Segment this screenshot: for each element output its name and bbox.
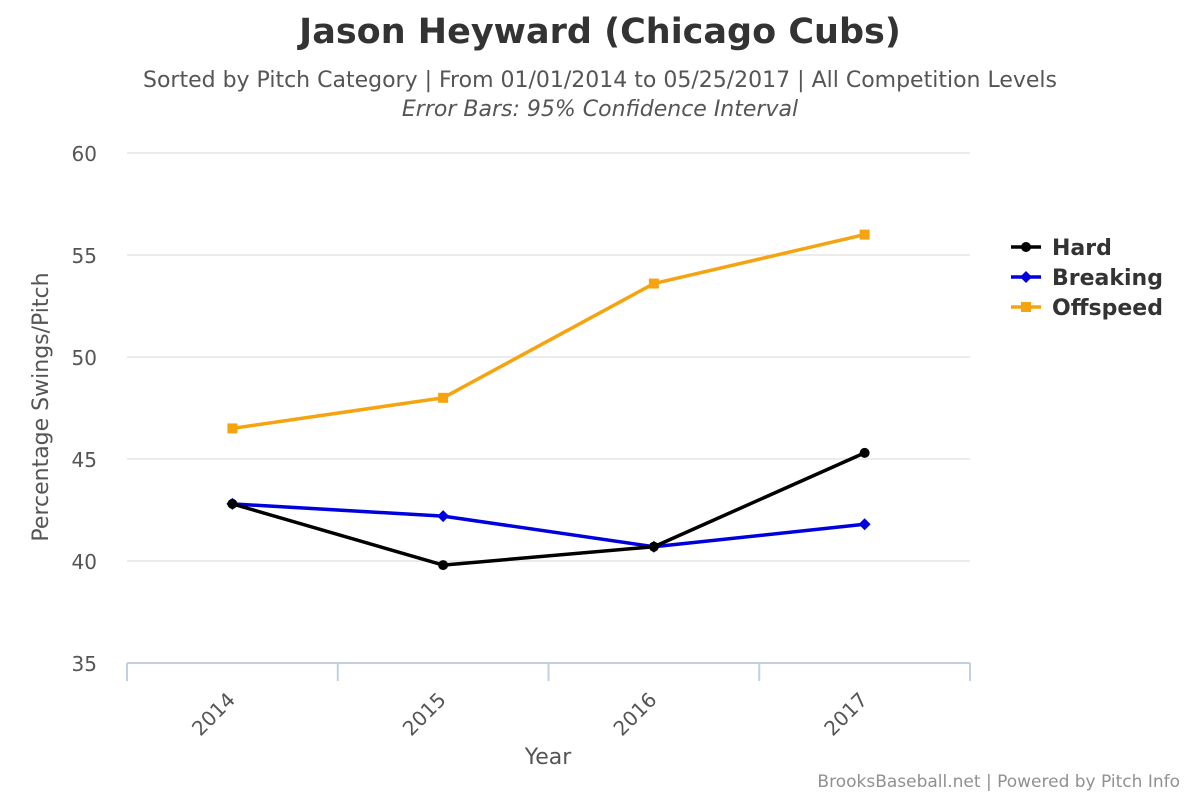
legend-item-hard[interactable]: Hard: [1011, 236, 1112, 261]
chart-error-bars-note: Error Bars: 95% Confidence Interval: [401, 97, 799, 122]
chart-subtitle: Sorted by Pitch Category | From 01/01/20…: [142, 68, 1057, 93]
data-point-hard: [859, 447, 870, 458]
credits[interactable]: BrooksBaseball.net | Powered by Pitch In…: [817, 772, 1180, 792]
x-axis: 2014 2015 2016 2017: [126, 662, 971, 741]
data-point-hard: [648, 541, 659, 552]
series-hard: [227, 447, 870, 571]
grid-lines: [127, 152, 970, 562]
legend-label-breaking: Breaking: [1052, 266, 1163, 291]
y-axis: 35 40 45 50 55 60: [72, 142, 97, 676]
x-tick-label: 2017: [819, 688, 872, 741]
y-tick-label: 50: [72, 346, 97, 370]
series-line-offspeed: [232, 232, 866, 431]
x-tick-label: 2014: [187, 688, 240, 741]
series-line-hard: [231, 451, 866, 567]
x-tick-label: 2015: [398, 688, 451, 741]
legend-item-breaking[interactable]: Breaking: [1011, 266, 1163, 291]
series-breaking: [226, 497, 871, 553]
legend-label-offspeed: Offspeed: [1052, 296, 1163, 321]
legend-item-offspeed[interactable]: Offspeed: [1011, 296, 1163, 321]
legend-marker-offspeed: [1021, 302, 1031, 312]
y-tick-label: 45: [72, 448, 97, 472]
data-point-offspeed: [227, 423, 238, 434]
series-line-breaking: [232, 502, 865, 549]
series-offspeed: [227, 229, 870, 434]
legend-marker-hard: [1021, 242, 1031, 252]
data-point-breaking: [858, 518, 871, 531]
data-point-offspeed: [438, 392, 449, 403]
y-tick-label: 60: [72, 142, 97, 166]
y-tick-label: 55: [72, 244, 97, 268]
legend-label-hard: Hard: [1052, 236, 1112, 261]
data-point-hard: [227, 498, 238, 509]
series-group: [226, 229, 871, 571]
y-tick-label: 35: [72, 652, 97, 676]
chart-title: Jason Heyward (Chicago Cubs): [299, 12, 901, 52]
data-point-breaking: [437, 510, 450, 523]
y-axis-label: Percentage Swings/Pitch: [29, 272, 54, 541]
data-point-offspeed: [648, 278, 659, 289]
data-point-offspeed: [859, 229, 870, 240]
y-tick-label: 40: [72, 550, 97, 574]
data-point-hard: [438, 560, 449, 571]
x-tick-label: 2016: [608, 688, 661, 741]
x-axis-label: Year: [524, 745, 573, 770]
legend[interactable]: Hard Breaking Offspeed: [1011, 236, 1163, 321]
legend-marker-breaking: [1020, 271, 1032, 283]
